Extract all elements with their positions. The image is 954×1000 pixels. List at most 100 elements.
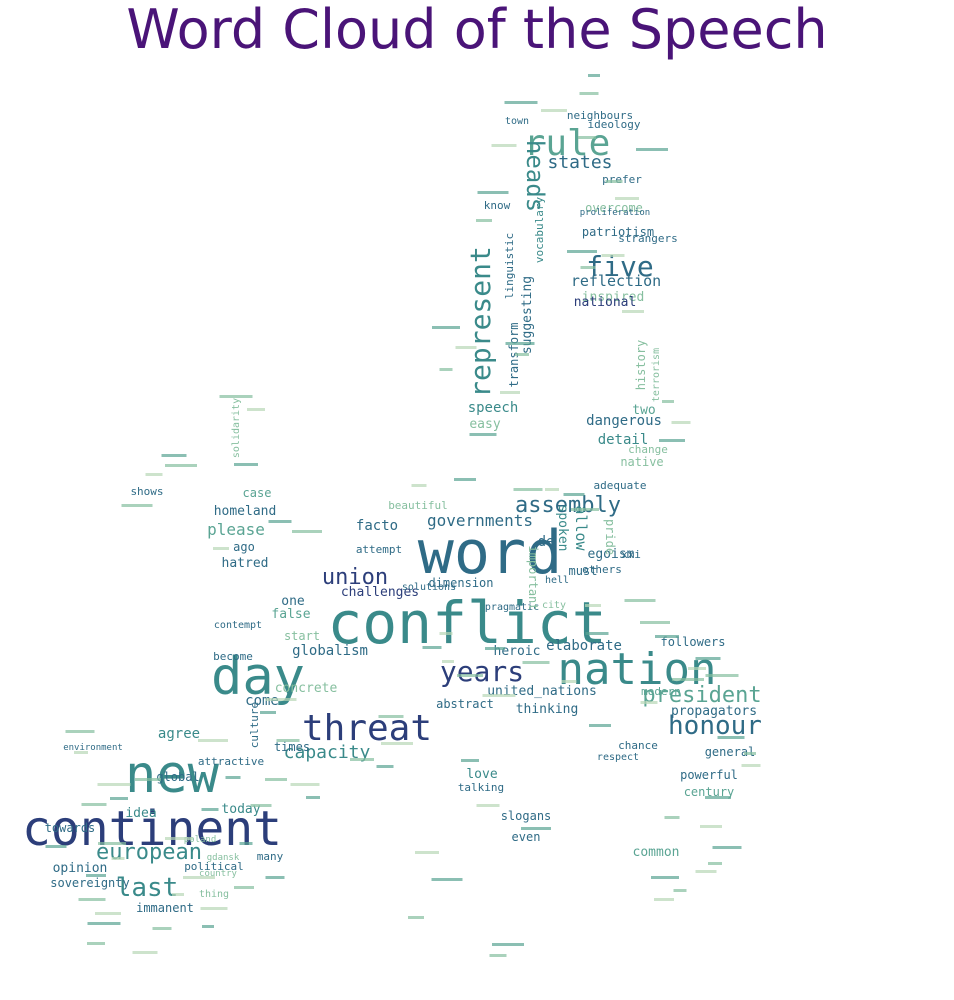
- word-capacity: capacity: [284, 742, 371, 763]
- word-suggesting: suggesting: [520, 276, 535, 354]
- filler-word: [201, 808, 219, 811]
- word-ideology: ideology: [588, 118, 641, 131]
- filler-word: [515, 353, 529, 356]
- word-even: even: [512, 830, 541, 844]
- filler-word: [605, 180, 623, 183]
- filler-word: [219, 395, 253, 398]
- word-proliferation: proliferation: [580, 208, 650, 218]
- word-start: start: [284, 629, 320, 643]
- word-thing: thing: [199, 889, 229, 900]
- word-facto: facto: [356, 518, 398, 534]
- word-false: false: [271, 607, 310, 622]
- word-transform: transform: [507, 322, 521, 387]
- filler-word: [276, 739, 300, 742]
- filler-word: [87, 922, 121, 925]
- filler-word: [491, 144, 517, 147]
- chart-title: Word Cloud of the Speech: [126, 0, 827, 61]
- word-culture: culture: [248, 702, 261, 748]
- filler-word: [624, 599, 656, 602]
- word-slogans: slogans: [501, 809, 552, 823]
- filler-word: [110, 797, 128, 800]
- filler-word: [492, 943, 524, 946]
- word-honour: honour: [668, 711, 762, 741]
- word-history: history: [634, 340, 648, 391]
- filler-word: [152, 927, 172, 930]
- word-homeland: homeland: [214, 504, 277, 519]
- filler-word: [578, 136, 596, 139]
- word-contempt: contempt: [214, 620, 262, 631]
- word-know: know: [484, 199, 511, 212]
- filler-word: [265, 698, 297, 701]
- word-spoken: spoken: [555, 505, 570, 552]
- word-easy: easy: [469, 417, 500, 432]
- filler-word: [95, 912, 121, 915]
- filler-word: [165, 837, 193, 840]
- filler-word: [408, 916, 424, 919]
- word-patriotism: patriotism: [582, 225, 654, 239]
- filler-word: [640, 701, 658, 704]
- word-talking: talking: [458, 781, 504, 794]
- word-detail: detail: [598, 432, 649, 448]
- filler-word: [712, 846, 742, 849]
- filler-word: [636, 148, 668, 151]
- filler-word: [268, 520, 292, 523]
- word-followers: followers: [660, 635, 725, 649]
- filler-word: [81, 803, 107, 806]
- filler-word: [247, 408, 265, 411]
- filler-word: [234, 886, 254, 889]
- word-town: town: [505, 116, 529, 127]
- word-national: national: [574, 295, 637, 310]
- word-chance: chance: [618, 739, 658, 752]
- word-heroic: heroic: [494, 644, 541, 659]
- word-strangers: strangers: [618, 232, 678, 245]
- word-hatred: hatred: [222, 556, 269, 571]
- filler-word: [376, 765, 394, 768]
- word-poland: poland: [184, 835, 217, 845]
- filler-word: [705, 796, 731, 799]
- filler-word: [265, 778, 287, 781]
- word-conflict: conflict: [327, 589, 606, 657]
- word-attempt: attempt: [356, 543, 402, 556]
- word-neighbours: neighbours: [567, 109, 633, 122]
- filler-word: [477, 191, 509, 194]
- filler-word: [381, 742, 413, 745]
- filler-word: [521, 827, 551, 830]
- filler-word: [411, 484, 427, 487]
- filler-word: [455, 346, 477, 349]
- word-globalism: globalism: [292, 643, 368, 659]
- word-ago: ago: [233, 540, 255, 554]
- filler-word: [225, 776, 241, 779]
- filler-word: [306, 796, 320, 799]
- filler-word: [239, 842, 253, 845]
- filler-word: [476, 804, 500, 807]
- filler-word: [200, 907, 228, 910]
- word-xxi: xxi: [621, 548, 641, 561]
- filler-word: [234, 463, 258, 466]
- word-hell: hell: [545, 575, 569, 586]
- word-case: case: [243, 486, 272, 500]
- filler-word: [651, 876, 679, 879]
- filler-word: [202, 925, 214, 928]
- word-century: century: [684, 785, 735, 799]
- filler-word: [580, 266, 596, 269]
- word-vocabulary: vocabulary: [533, 197, 546, 264]
- word-challenges: challenges: [341, 585, 419, 600]
- filler-word: [439, 368, 453, 371]
- word-governments: governments: [427, 511, 533, 530]
- filler-word: [183, 876, 215, 879]
- filler-word: [545, 488, 559, 491]
- word-towards: towards: [45, 821, 96, 835]
- word-solutions: solutions: [402, 582, 456, 593]
- filler-word: [615, 197, 639, 200]
- filler-word: [705, 674, 739, 677]
- word-idea: idea: [125, 806, 156, 821]
- filler-word: [505, 342, 535, 345]
- filler-word: [198, 739, 228, 742]
- filler-word: [87, 942, 105, 945]
- filler-word: [161, 454, 187, 457]
- filler-word: [695, 657, 721, 660]
- word-solidarity: solidarity: [231, 398, 242, 458]
- word-adequate: adequate: [594, 479, 647, 492]
- word-represent: represent: [464, 246, 497, 398]
- word-environment: environment: [63, 743, 123, 753]
